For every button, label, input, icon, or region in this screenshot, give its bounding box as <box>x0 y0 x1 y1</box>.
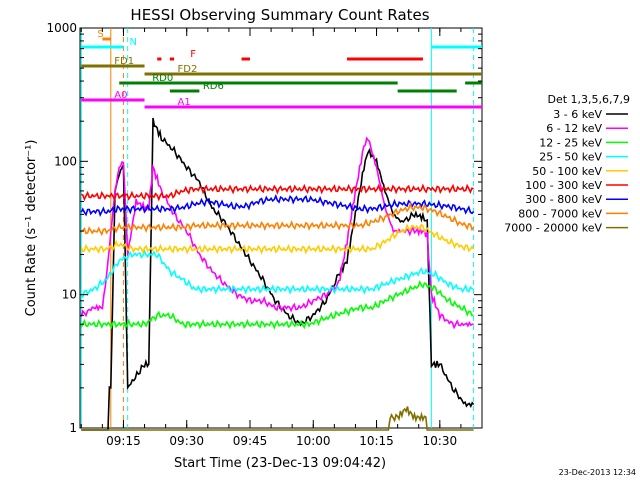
flag-label-A0: A0 <box>114 90 127 101</box>
x-tick-label: 09:45 <box>233 434 268 448</box>
flag-label-FD2: FD2 <box>178 64 198 75</box>
flag-label-N: N <box>129 37 136 48</box>
series-layer <box>80 117 475 431</box>
x-axis: 09:15 09:30 09:45 10:00 10:15 10:30 <box>80 28 483 448</box>
flag-label-S: S <box>97 29 103 40</box>
chart-title: HESSI Observing Summary Count Rates <box>130 6 429 24</box>
x-tick-label: 10:15 <box>359 434 394 448</box>
x-tick-label: 09:30 <box>169 434 204 448</box>
series-line-7 <box>80 201 475 237</box>
x-axis-label: Start Time (23-Dec-13 09:04:42) <box>174 456 386 471</box>
series-line-6 <box>80 193 475 218</box>
legend-label-5: 100 - 300 keV <box>525 179 602 192</box>
footer-date: 23-Dec-2013 12:34 <box>559 468 636 477</box>
series-line-3 <box>80 248 474 299</box>
series-line-5 <box>81 183 474 202</box>
y-axis: 1 10 100 1000 <box>46 21 482 435</box>
legend-label-4: 50 - 100 keV <box>532 165 602 178</box>
flag-label-FD1: FD1 <box>114 56 134 67</box>
legend-label-3: 25 - 50 keV <box>539 151 602 164</box>
legend-label-2: 12 - 25 keV <box>539 136 602 149</box>
flag-label-A1: A1 <box>178 97 191 108</box>
y-axis-label: Count Rate (s⁻¹ detector⁻¹) <box>24 140 39 317</box>
flag-label-F: F <box>190 49 196 60</box>
x-tick-label: 09:15 <box>106 434 141 448</box>
series-line-1 <box>80 136 474 330</box>
x-tick-label: 10:30 <box>423 434 458 448</box>
y-tick-label: 1 <box>69 421 77 435</box>
legend-title: Det 1,3,5,6,7,9 <box>547 93 630 106</box>
y-tick-label: 1000 <box>46 21 77 35</box>
plot-frame <box>79 27 483 429</box>
x-tick-label: 10:00 <box>296 434 331 448</box>
flag-label-RD6: RD6 <box>203 81 224 92</box>
series-line-2 <box>80 280 474 330</box>
legend-label-1: 6 - 12 keV <box>546 122 602 135</box>
flag-bars: S N F FD1 FD2 RD0 RD6 A0 A1 <box>81 29 482 109</box>
series-line-8 <box>81 406 474 431</box>
legend-label-7: 800 - 7000 keV <box>518 207 602 220</box>
y-tick-label: 100 <box>54 154 77 168</box>
flag-label-RD0: RD0 <box>152 73 173 84</box>
y-tick-label: 10 <box>62 288 77 302</box>
legend-label-8: 7000 - 20000 keV <box>504 222 602 235</box>
legend-label-6: 300 - 800 keV <box>525 193 602 206</box>
series-line-4 <box>80 223 475 255</box>
legend-label-0: 3 - 6 keV <box>553 108 602 121</box>
